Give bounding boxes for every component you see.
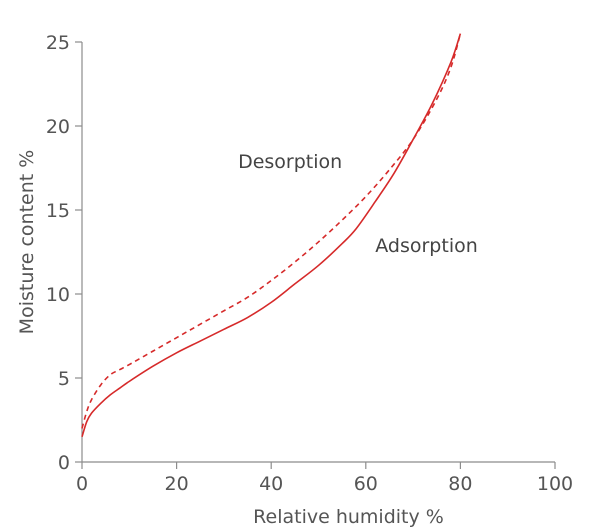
annotation-adsorption: Adsorption [375, 235, 478, 257]
annotation-desorption: Desorption [238, 151, 342, 173]
x-tick-label: 0 [76, 473, 88, 495]
y-tick-label: 20 [46, 116, 70, 138]
x-tick-label: 40 [259, 473, 283, 495]
y-tick-label: 15 [46, 200, 70, 222]
axes [81, 42, 555, 463]
ticks: 0 20 40 60 80 100 0 5 10 15 20 25 [46, 32, 573, 495]
series-line-adsorption [81, 33, 462, 438]
annotations: Desorption Adsorption [238, 151, 478, 257]
x-tick-label: 80 [448, 473, 472, 495]
x-tick-label: 60 [354, 473, 378, 495]
y-tick-label: 25 [46, 32, 70, 54]
x-tick-label: 20 [165, 473, 189, 495]
x-tick-label: 100 [537, 473, 573, 495]
x-axis-label: Relative humidity % [253, 506, 444, 528]
series-line-desorption [81, 33, 462, 429]
y-tick-label: 0 [58, 452, 70, 474]
y-axis-label: Moisture content % [16, 150, 38, 335]
series-group [81, 33, 462, 438]
y-tick-label: 5 [58, 368, 70, 390]
y-tick-label: 10 [46, 284, 70, 306]
